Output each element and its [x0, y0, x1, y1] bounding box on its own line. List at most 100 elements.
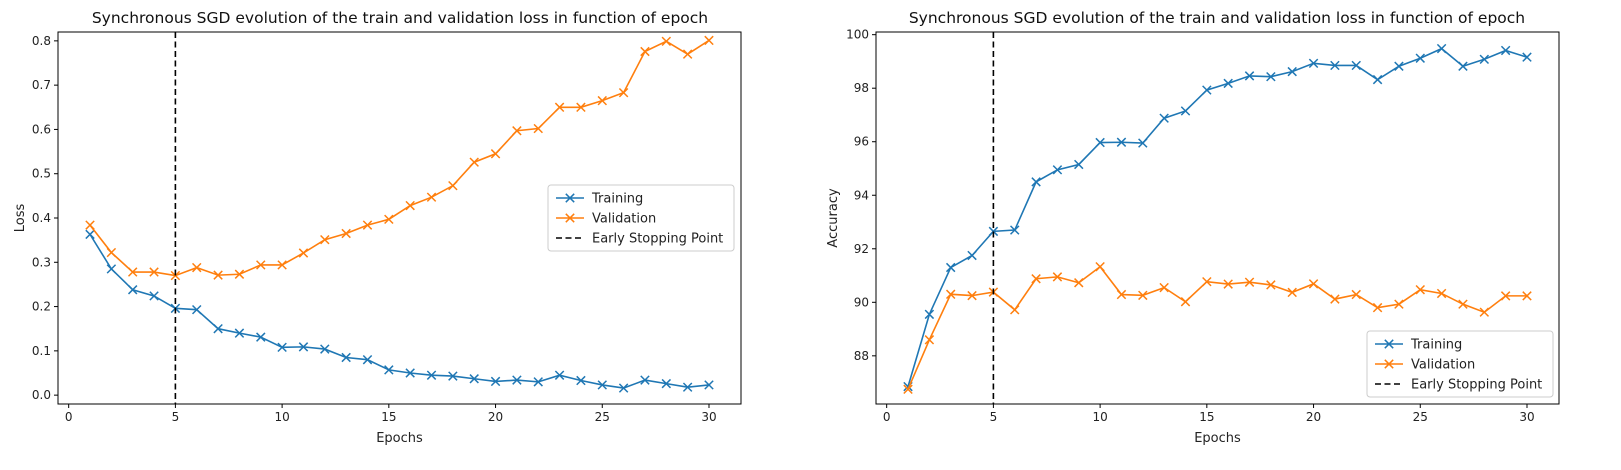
legend-box — [547, 184, 735, 252]
chart-panel-1: Synchronous SGD evolution of the train a… — [13, 9, 742, 446]
data-point — [234, 269, 245, 279]
legend-label: Training — [591, 192, 643, 207]
legend-label: Validation — [592, 212, 656, 227]
data-point — [1266, 280, 1276, 290]
data-point — [1095, 261, 1105, 272]
data-point — [298, 248, 309, 258]
y-tick-label: 0.2 — [32, 300, 51, 314]
data-point — [1330, 294, 1340, 304]
y-tick-label: 96 — [854, 135, 869, 149]
data-point — [1159, 282, 1169, 293]
data-point — [618, 87, 629, 98]
data-point — [1159, 113, 1169, 123]
data-point — [298, 342, 309, 352]
data-point — [1436, 288, 1447, 299]
data-point — [1436, 43, 1447, 54]
data-point — [192, 262, 202, 273]
x-tick-label: 5 — [172, 410, 180, 424]
data-point — [597, 95, 607, 106]
data-point — [341, 228, 351, 239]
y-axis-label: Accuracy — [826, 188, 841, 248]
legend-label: Validation — [1411, 358, 1475, 373]
y-tick-label: 94 — [854, 188, 869, 202]
data-point — [490, 376, 501, 387]
legend-marker — [565, 193, 575, 203]
data-point — [1330, 60, 1340, 71]
data-point — [1180, 106, 1191, 116]
plot-frame — [875, 31, 1560, 405]
data-point — [967, 250, 977, 261]
series-line-training — [89, 233, 710, 389]
data-point — [1394, 299, 1404, 309]
data-point — [1010, 305, 1020, 315]
data-point — [554, 102, 565, 113]
data-point — [1351, 289, 1361, 300]
data-point — [277, 260, 287, 270]
y-tick-label: 0.1 — [32, 344, 51, 358]
data-point — [576, 375, 586, 386]
y-axis-label: Loss — [13, 204, 28, 233]
x-tick-label: 20 — [488, 410, 503, 424]
data-point — [1308, 58, 1319, 69]
data-point — [924, 309, 935, 320]
data-point — [469, 157, 479, 167]
data-point — [127, 285, 138, 295]
legend-marker — [1384, 339, 1394, 349]
data-point — [1522, 291, 1532, 301]
data-point — [682, 382, 693, 392]
legend-box — [1366, 330, 1554, 398]
data-point — [554, 370, 565, 380]
data-point — [967, 290, 977, 301]
data-point — [1116, 137, 1127, 147]
data-point — [661, 36, 672, 47]
data-point — [1031, 274, 1041, 284]
data-point — [341, 352, 351, 363]
x-tick-label: 20 — [1306, 410, 1321, 424]
data-point — [682, 49, 693, 59]
x-tick-label: 30 — [701, 410, 716, 424]
y-tick-label: 0.4 — [32, 211, 51, 225]
data-point — [1415, 53, 1425, 63]
data-point — [1074, 159, 1084, 170]
data-point — [384, 365, 394, 375]
x-tick-label: 15 — [381, 410, 396, 424]
y-tick-label: 90 — [854, 295, 869, 309]
data-point — [256, 332, 266, 342]
legend-label: Training — [1410, 338, 1462, 353]
data-point — [1394, 61, 1404, 71]
legend-label: Early Stopping Point — [592, 232, 723, 247]
data-point — [362, 354, 373, 365]
data-point — [85, 220, 95, 230]
data-point — [1052, 272, 1063, 282]
data-point — [469, 374, 479, 384]
data-point — [384, 214, 394, 225]
data-point — [192, 304, 202, 315]
x-tick-label: 5 — [990, 410, 998, 424]
data-point — [1458, 61, 1468, 71]
data-point — [320, 234, 330, 245]
data-point — [213, 270, 223, 280]
data-point — [1223, 78, 1233, 89]
y-tick-label: 0.0 — [32, 388, 51, 402]
data-point — [1287, 287, 1297, 298]
data-point — [533, 123, 543, 134]
data-point — [1244, 277, 1255, 287]
y-tick-label: 98 — [854, 81, 869, 95]
x-tick-label: 25 — [1413, 410, 1428, 424]
legend: Training Validation Early Stopping Point — [547, 184, 735, 252]
data-point — [1138, 138, 1148, 148]
series-line-training — [907, 47, 1528, 387]
chart-title: Synchronous SGD evolution of the train a… — [909, 9, 1525, 27]
data-point — [1074, 278, 1084, 288]
data-point — [1202, 85, 1212, 95]
y-tick-label: 0.5 — [32, 167, 51, 181]
x-tick-label: 15 — [1199, 410, 1214, 424]
data-point — [1244, 71, 1255, 81]
y-tick-label: 0.7 — [32, 78, 51, 92]
y-tick-label: 92 — [854, 242, 869, 256]
data-point — [512, 375, 522, 385]
data-point — [1031, 177, 1041, 187]
data-point — [170, 270, 181, 281]
data-point — [1372, 302, 1383, 313]
data-point — [1138, 290, 1148, 301]
